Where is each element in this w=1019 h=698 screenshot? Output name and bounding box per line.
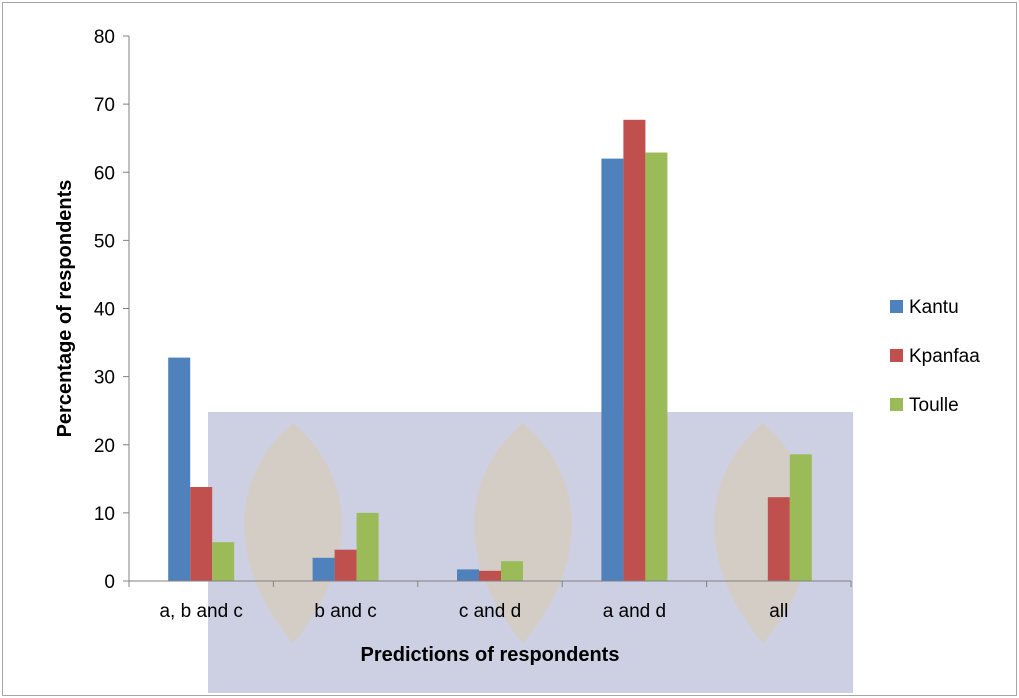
bar-kantu-3	[601, 158, 624, 581]
axes-group	[123, 35, 852, 587]
bar-kantu-2	[457, 569, 479, 581]
bar-toulle-0	[212, 542, 235, 581]
bar-kpanfaa-3	[623, 119, 646, 582]
watermark-logo	[208, 412, 853, 693]
legend-swatch-toulle	[890, 398, 903, 411]
y-tick-label: 10	[94, 504, 115, 525]
legend-swatch-kantu	[890, 300, 903, 313]
y-tick-labels: 0 10 20 30 40 50 60 70 80	[94, 27, 115, 593]
bar-toulle-3	[645, 152, 668, 581]
y-tick-label: 40	[94, 300, 115, 321]
bar-kantu-1	[312, 557, 335, 581]
y-tick-label: 0	[104, 572, 115, 593]
legend-swatch-kpanfaa	[890, 349, 903, 362]
bars-group	[168, 119, 812, 582]
y-tick-label: 60	[94, 163, 115, 184]
bar-kpanfaa-2	[479, 570, 501, 581]
x-tick-label: all	[769, 601, 788, 622]
x-tick-label: b and c	[314, 601, 376, 622]
legend-label-toulle: Toulle	[909, 395, 959, 416]
y-tick-label: 20	[94, 436, 115, 457]
x-tick-label: a, b and c	[159, 601, 242, 622]
bar-toulle-2	[501, 561, 523, 581]
bar-chart: 0 10 20 30 40 50 60 70 80 a, b and c b and c c and…	[54, 27, 980, 693]
bar-kpanfaa-4	[767, 497, 790, 581]
y-tick-label: 50	[94, 231, 115, 252]
y-tick-label: 30	[94, 368, 115, 389]
legend-label-kantu: Kantu	[909, 297, 959, 318]
x-tick-label: a and d	[603, 601, 666, 622]
y-axis-title: Percentage of respondents	[54, 180, 76, 438]
legend-label-kpanfaa: Kpanfaa	[909, 346, 980, 367]
bar-toulle-4	[789, 454, 812, 581]
y-tick-label: 70	[94, 95, 115, 116]
bar-kantu-0	[168, 357, 191, 581]
x-axis-title: Predictions of respondents	[361, 644, 620, 666]
legend: Kantu Kpanfaa Toulle	[890, 297, 980, 416]
x-tick-label: c and d	[459, 601, 521, 622]
x-tick-labels: a, b and c b and c c and d a and d all	[159, 601, 788, 622]
bar-kpanfaa-0	[190, 487, 213, 581]
y-tick-label: 80	[94, 27, 115, 48]
bar-toulle-1	[356, 512, 379, 581]
bar-kpanfaa-1	[334, 549, 357, 581]
